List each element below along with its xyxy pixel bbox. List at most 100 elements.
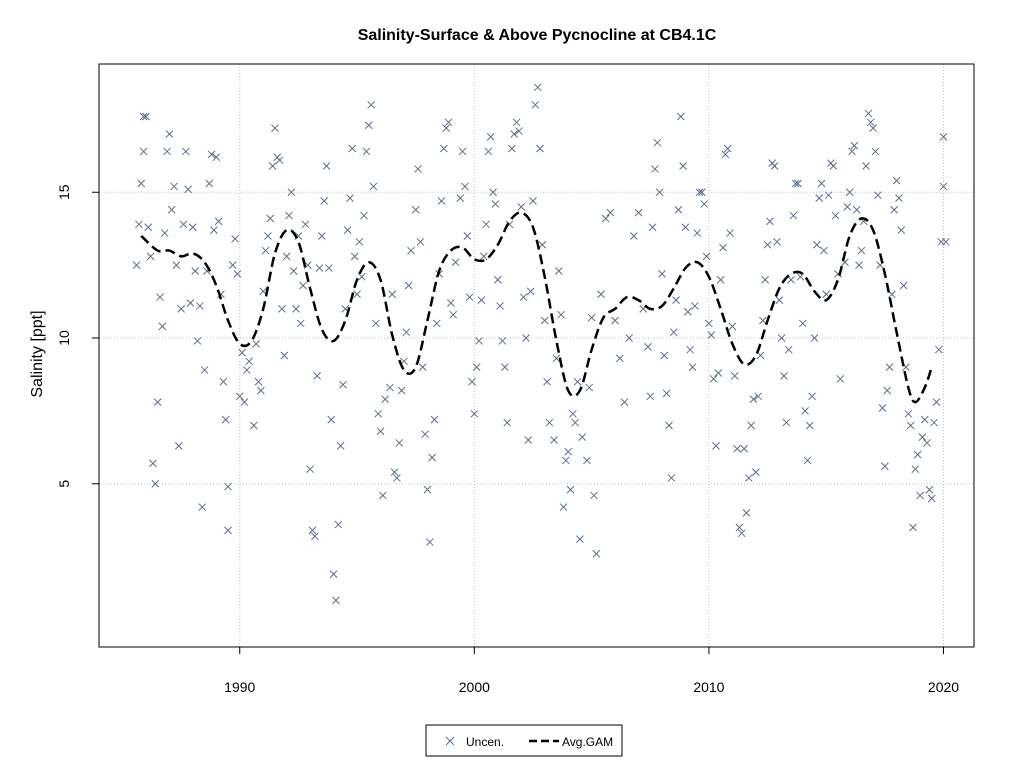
data-point-stroke bbox=[648, 223, 657, 232]
data-point bbox=[899, 281, 908, 290]
data-point bbox=[172, 261, 181, 269]
data-point bbox=[705, 319, 713, 328]
data-point bbox=[918, 433, 927, 441]
data-point bbox=[564, 447, 573, 456]
data-point bbox=[386, 383, 394, 392]
data-point bbox=[489, 188, 497, 197]
data-point bbox=[184, 185, 192, 194]
data-point-stroke bbox=[545, 418, 554, 427]
data-point-stroke bbox=[289, 267, 298, 275]
data-point-stroke bbox=[315, 264, 324, 272]
data-point bbox=[660, 351, 669, 360]
data-point-stroke bbox=[242, 366, 251, 374]
data-point-stroke bbox=[219, 377, 228, 386]
data-point bbox=[198, 503, 207, 511]
data-point-stroke bbox=[756, 351, 765, 360]
scatter-points bbox=[132, 83, 950, 605]
data-point bbox=[573, 377, 582, 386]
legend-label-gam: Avg.GAM bbox=[562, 735, 613, 749]
data-point bbox=[170, 182, 178, 191]
data-point-stroke bbox=[346, 194, 354, 202]
data-point bbox=[266, 214, 275, 223]
data-point bbox=[357, 272, 366, 281]
data-point-stroke bbox=[306, 465, 314, 474]
data-point bbox=[381, 395, 390, 404]
data-point bbox=[719, 243, 727, 252]
data-point bbox=[156, 293, 164, 302]
data-point-stroke bbox=[784, 345, 793, 354]
data-point-stroke bbox=[873, 191, 882, 200]
data-point-stroke bbox=[888, 290, 896, 299]
data-point bbox=[404, 281, 413, 290]
data-point bbox=[224, 526, 232, 535]
data-point-stroke bbox=[751, 468, 760, 476]
data-point-stroke bbox=[184, 185, 192, 194]
data-point-stroke bbox=[533, 83, 542, 92]
data-point-stroke bbox=[378, 491, 387, 500]
data-point bbox=[522, 334, 530, 342]
data-point-stroke bbox=[683, 307, 692, 316]
data-point bbox=[927, 494, 936, 503]
data-point bbox=[916, 491, 924, 500]
data-point bbox=[496, 302, 504, 310]
data-point bbox=[606, 208, 615, 217]
data-point bbox=[174, 442, 183, 450]
data-point-stroke bbox=[249, 421, 258, 430]
data-point-stroke bbox=[479, 252, 488, 261]
data-point bbox=[766, 217, 774, 226]
data-point-stroke bbox=[486, 133, 495, 141]
data-point-stroke bbox=[883, 386, 892, 395]
data-point-stroke bbox=[259, 287, 268, 296]
data-point-stroke bbox=[210, 226, 218, 235]
data-point bbox=[423, 485, 432, 494]
data-point-stroke bbox=[456, 194, 465, 202]
data-point-stroke bbox=[491, 200, 500, 208]
data-point bbox=[531, 100, 540, 109]
data-point bbox=[132, 261, 141, 269]
x-tick-label: 2020 bbox=[928, 679, 959, 695]
legend-marker-uncen bbox=[445, 736, 455, 746]
data-point-stroke bbox=[794, 179, 802, 188]
data-point bbox=[414, 165, 422, 173]
data-point bbox=[425, 538, 434, 546]
data-point bbox=[728, 322, 737, 331]
data-point-stroke bbox=[207, 150, 216, 159]
data-point bbox=[873, 191, 882, 200]
data-point bbox=[524, 436, 533, 444]
data-point bbox=[698, 188, 706, 197]
data-point bbox=[428, 453, 436, 462]
data-point bbox=[285, 211, 293, 220]
data-point bbox=[315, 264, 324, 272]
data-point-stroke bbox=[322, 162, 331, 170]
data-point bbox=[742, 509, 751, 517]
data-point bbox=[569, 409, 577, 418]
data-point-stroke bbox=[228, 261, 237, 269]
data-point bbox=[456, 194, 465, 202]
data-point bbox=[810, 334, 819, 342]
data-point-stroke bbox=[583, 456, 591, 465]
data-point-stroke bbox=[193, 337, 202, 345]
data-point-stroke bbox=[899, 281, 908, 290]
legend-label-uncen: Uncen. bbox=[466, 735, 504, 749]
data-point-stroke bbox=[512, 118, 521, 127]
data-point-stroke bbox=[461, 182, 469, 191]
data-point-stroke bbox=[688, 363, 697, 372]
data-point-stroke bbox=[371, 319, 380, 328]
data-point-stroke bbox=[543, 377, 551, 386]
data-point-stroke bbox=[381, 395, 390, 404]
data-point-stroke bbox=[165, 130, 174, 138]
data-point bbox=[749, 395, 758, 404]
data-point bbox=[920, 415, 929, 424]
data-point-stroke bbox=[402, 328, 411, 337]
data-point bbox=[939, 133, 948, 141]
data-point-stroke bbox=[611, 316, 619, 325]
data-point bbox=[515, 127, 523, 135]
data-point-stroke bbox=[449, 310, 458, 319]
x-tick-label: 2010 bbox=[693, 679, 724, 695]
data-point bbox=[805, 421, 814, 430]
data-point-stroke bbox=[820, 246, 828, 255]
data-point bbox=[210, 226, 218, 235]
data-point bbox=[629, 232, 638, 240]
data-point bbox=[625, 334, 634, 342]
data-point bbox=[552, 354, 561, 363]
